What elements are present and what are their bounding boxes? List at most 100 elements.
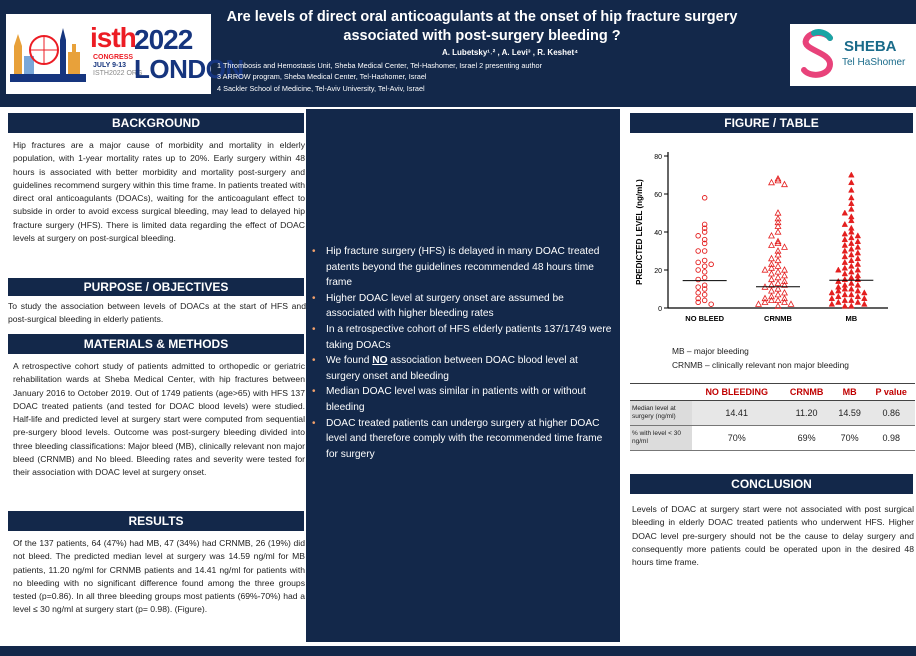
data-point [854,249,862,256]
sheba-logo: SHEBA Tel HaShomer [790,24,916,86]
data-point [841,296,849,303]
data-point [848,205,855,212]
data-point [848,179,855,186]
logo-hashtag: ISTH2022 ORG [93,70,143,77]
data-point [774,237,782,245]
data-point [854,281,862,288]
data-point [708,261,714,268]
data-point [848,256,855,263]
data-point [774,296,782,304]
data-point [701,195,708,201]
conclusion-heading: CONCLUSION [630,474,913,494]
y-tick-label: 60 [654,192,662,199]
data-point [854,255,862,262]
data-point [848,268,855,275]
data-point [774,262,782,269]
data-point [774,302,782,309]
data-point [848,291,855,298]
data-point [848,186,855,193]
data-point [781,281,788,288]
data-point [695,276,701,283]
data-point [695,248,701,254]
data-point [835,298,842,305]
table-cell: 14.59 [831,400,868,426]
isth-wordmark: isth [90,22,137,53]
table-cell: 14.41 [692,400,782,426]
data-point [768,260,775,267]
data-point [848,302,855,309]
data-point [828,294,836,301]
data-point [854,287,862,294]
data-point [701,248,708,254]
data-point [768,231,775,239]
caption-mb: MB – major bleeding [672,346,749,356]
table-cell: 11.20 [781,400,832,426]
data-point [708,301,714,307]
data-point [861,300,868,307]
y-tick-label: 0 [658,306,662,313]
affiliation-3: 4 Sackler School of Medicine, Tel-Aviv U… [217,83,425,93]
data-point [841,270,849,277]
results-heading: RESULTS [8,511,304,531]
data-point [781,277,788,285]
table-row-label: Median level at surgery (ng/ml) [630,400,692,426]
logo-congress: CONGRESS [93,54,134,61]
logo-congress-block: CONGRESS JULY 9-13 ISTH2022 ORG [93,54,142,78]
data-point [848,285,855,292]
key-point-item: • Higher DOAC level at surgery onset are … [312,291,612,322]
data-point [768,275,775,283]
data-point [854,232,862,239]
data-point [774,176,782,184]
data-point [695,284,701,290]
data-point [854,260,862,267]
data-point [848,239,855,246]
data-point [848,251,855,258]
key-point-item: • In a retrospective cohort of HFS elderl… [312,322,612,353]
data-point [695,299,701,306]
poster-header: isth 2022 CONGRESS JULY 9-13 ISTH2022 OR… [0,0,916,107]
data-point [848,262,855,269]
data-point [774,174,782,182]
data-point [774,250,782,258]
data-point [768,254,775,262]
figure-heading: FIGURE / TABLE [630,113,913,133]
data-point [768,296,775,304]
bullet-icon: • [312,246,316,257]
data-point [701,291,708,298]
data-point [774,222,782,229]
data-point [854,293,862,300]
data-point [848,171,855,178]
data-point [854,237,862,244]
table-header-cell: NO BLEEDING [692,383,782,401]
background-heading: BACKGROUND [8,113,304,133]
y-tick-label: 20 [654,268,662,275]
data-point [701,286,708,292]
data-point [848,234,855,241]
author-list: A. Lubetsky¹˒² , A. Levi³ , R. Keshet⁴ [441,48,579,57]
data-point [781,288,788,296]
isth-2022-logo: isth 2022 CONGRESS JULY 9-13 ISTH2022 OR… [6,14,244,94]
data-point [781,243,788,250]
x-tick-label: NO BLEED [685,314,724,323]
poster-footer [0,646,916,656]
table-row: Median level at surgery (ng/ml) 14.41 11… [630,400,915,426]
data-point [768,178,775,186]
data-point [768,292,775,300]
data-point [774,268,782,275]
key-point-text: Median DOAC level was similar in patient… [326,386,586,413]
data-point [828,289,836,296]
key-point-text: In a retrospective cohort of HFS elderly… [326,323,612,351]
data-point [695,295,701,302]
data-point [701,221,708,228]
middle-column [306,109,620,642]
table-cell: 0.86 [867,400,915,426]
data-point [774,228,782,235]
data-point [701,282,708,288]
data-point [768,241,775,248]
data-point [835,293,842,300]
data-point [854,243,862,250]
bullet-icon: • [312,386,316,398]
data-point [848,217,855,224]
table-cell: 0.98 [867,425,915,451]
data-point [841,291,849,298]
